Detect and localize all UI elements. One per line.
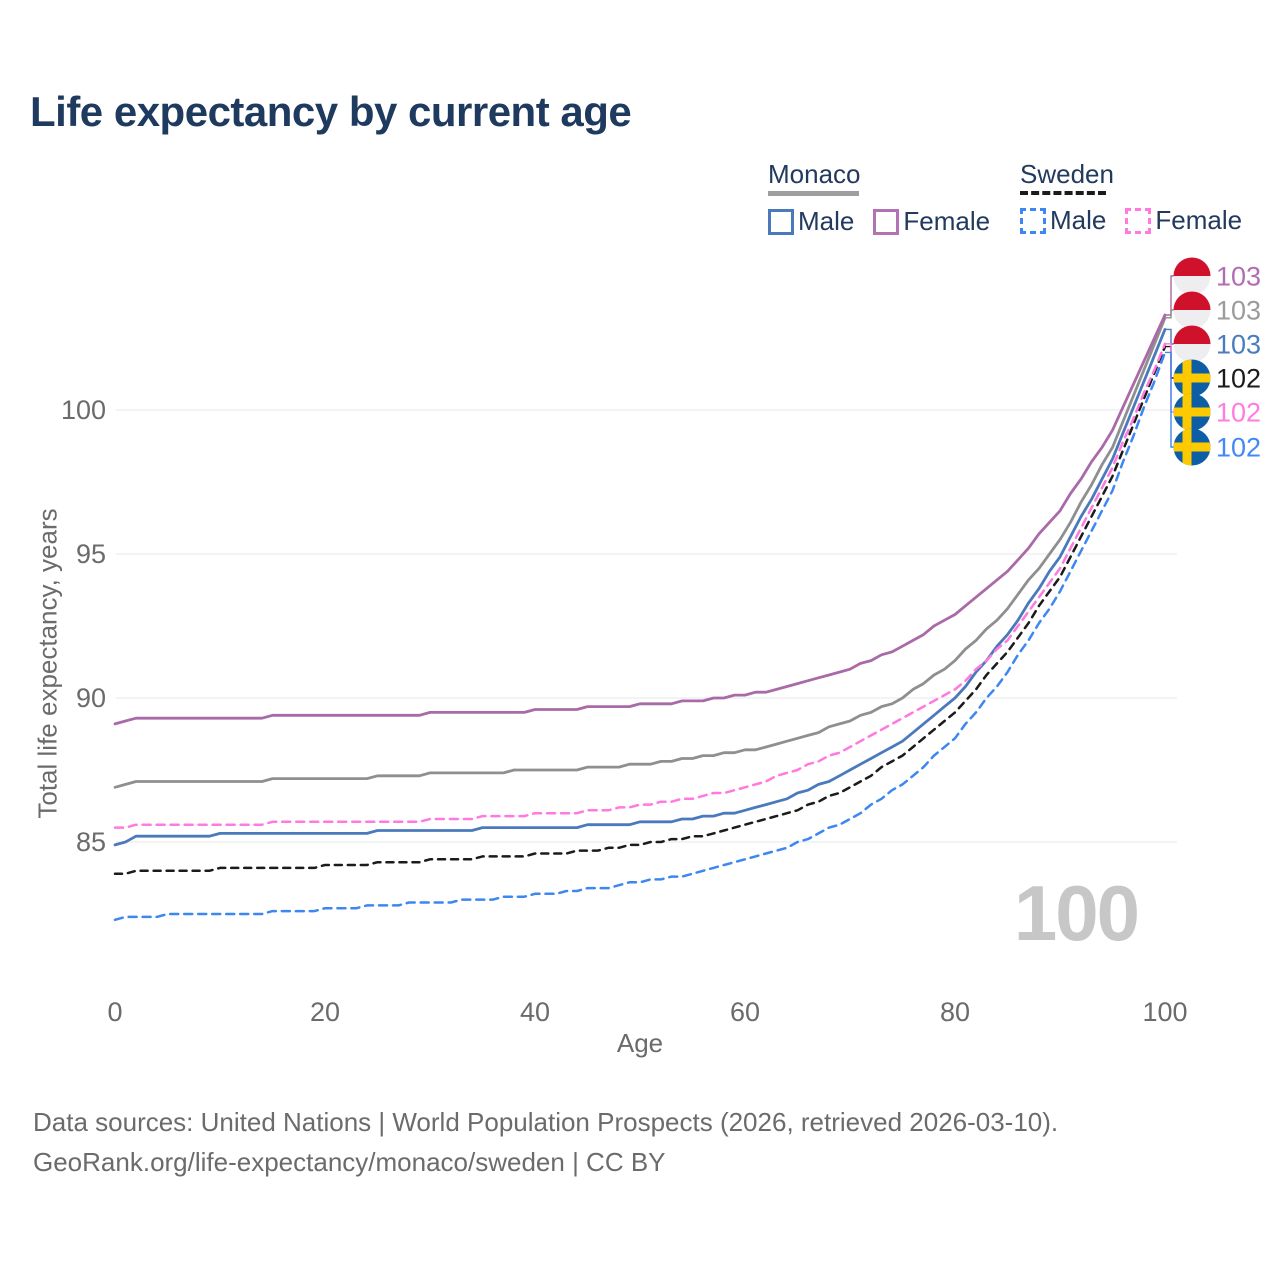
sweden-flag-cross-v bbox=[1182, 428, 1192, 466]
flag-monaco bbox=[1173, 257, 1211, 295]
age-counter: 100 bbox=[1013, 869, 1140, 957]
legend-group-monaco: Monaco Male Female bbox=[768, 160, 1009, 237]
series-line-monaco-female bbox=[113, 313, 1167, 726]
footer-license-line: GeoRank.org/life-expectancy/monaco/swede… bbox=[33, 1147, 666, 1177]
x-tick-label-60: 60 bbox=[730, 997, 760, 1027]
monaco-flag-red-half bbox=[1173, 291, 1211, 310]
series-line-sweden bbox=[113, 345, 1167, 875]
series-line-monaco bbox=[113, 316, 1167, 789]
legend-swatch-sweden-female bbox=[1125, 207, 1152, 234]
sweden-flag-cross-h bbox=[1173, 373, 1211, 383]
legend-sweden-line-swatch bbox=[1020, 191, 1106, 195]
end-label-monaco-female: 103 bbox=[1216, 262, 1261, 292]
footer: Data sources: United Nations | World Pop… bbox=[33, 1102, 1058, 1182]
legend-sweden-label: Sweden bbox=[1020, 159, 1114, 189]
legend-group-sweden: Sweden Male Female bbox=[1020, 160, 1261, 236]
y-tick-label-100: 100 bbox=[61, 395, 106, 425]
plot-area: 85 90 95 100 0 20 40 60 80 100 Age 103 103 103 102 102 1… bbox=[61, 257, 1261, 1058]
end-label-monaco-male: 103 bbox=[1216, 330, 1261, 360]
end-label-monaco: 103 bbox=[1216, 296, 1261, 326]
legend-monaco-line-swatch bbox=[768, 191, 859, 196]
chart-title: Life expectancy by current age bbox=[30, 88, 632, 135]
x-tick-label-0: 0 bbox=[107, 997, 122, 1027]
legend-monaco-male-label: Male bbox=[798, 206, 855, 236]
legend-monaco-female-label: Female bbox=[903, 206, 991, 236]
series-line-monaco-male bbox=[113, 328, 1167, 847]
flag-monaco bbox=[1173, 325, 1211, 363]
legend-sweden-female-label: Female bbox=[1155, 205, 1243, 235]
x-tick-label-80: 80 bbox=[940, 997, 970, 1027]
y-tick-label-95: 95 bbox=[76, 539, 106, 569]
monaco-flag-red-half bbox=[1173, 325, 1211, 344]
legend-monaco-label: Monaco bbox=[768, 159, 861, 189]
footer-source-line: Data sources: United Nations | World Pop… bbox=[33, 1107, 1059, 1137]
x-tick-label-40: 40 bbox=[520, 997, 550, 1027]
monaco-flag-white-half bbox=[1173, 344, 1211, 363]
end-label-sweden-female: 102 bbox=[1216, 398, 1261, 428]
legend-swatch-monaco-male bbox=[768, 208, 794, 235]
monaco-flag-red-half bbox=[1173, 257, 1211, 276]
legend-swatch-monaco-female bbox=[873, 208, 900, 235]
flag-sweden bbox=[1173, 359, 1211, 397]
x-axis-title: Age bbox=[617, 1028, 663, 1058]
sweden-flag-cross-v bbox=[1182, 359, 1192, 397]
end-label-sweden-male: 102 bbox=[1216, 433, 1261, 463]
leader-line-sweden-male bbox=[1165, 351, 1178, 448]
legend-swatch-sweden-male bbox=[1020, 207, 1046, 234]
monaco-flag-white-half bbox=[1173, 276, 1211, 295]
y-tick-label-90: 90 bbox=[76, 683, 106, 713]
series-line-sweden-male bbox=[113, 351, 1167, 922]
x-tick-label-20: 20 bbox=[310, 997, 340, 1027]
legend-sweden-male-label: Male bbox=[1050, 205, 1107, 235]
sweden-flag-cross-h bbox=[1173, 442, 1211, 452]
flag-monaco bbox=[1173, 291, 1211, 329]
monaco-flag-white-half bbox=[1173, 310, 1211, 329]
end-label-sweden: 102 bbox=[1216, 364, 1261, 394]
flag-sweden bbox=[1173, 393, 1211, 431]
x-tick-label-100: 100 bbox=[1142, 997, 1187, 1027]
sweden-flag-cross-v bbox=[1182, 393, 1192, 431]
flag-sweden bbox=[1173, 428, 1211, 466]
y-tick-label-85: 85 bbox=[76, 827, 106, 857]
sweden-flag-cross-h bbox=[1173, 407, 1211, 417]
series-line-sweden-female bbox=[113, 342, 1167, 829]
